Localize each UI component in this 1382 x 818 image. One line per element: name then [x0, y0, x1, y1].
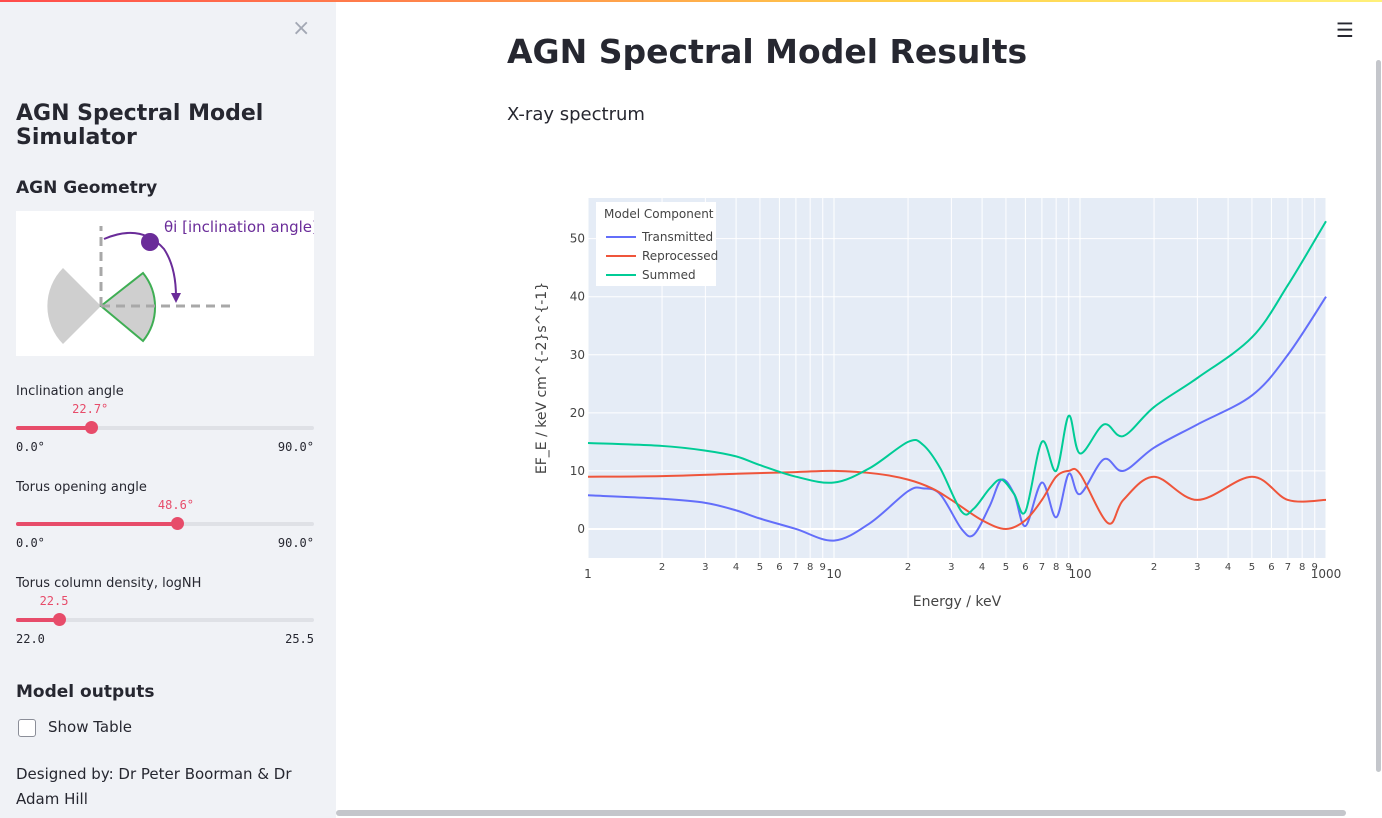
- legend-title: Model Component: [604, 207, 714, 221]
- x-tick-label: 4: [1225, 562, 1231, 573]
- x-tick-label: 2: [659, 562, 665, 573]
- legend-item-label[interactable]: Summed: [642, 268, 696, 282]
- y-tick-label: 30: [570, 348, 585, 362]
- chart-grid: [587, 198, 1327, 558]
- x-tick-label: 4: [733, 562, 739, 573]
- opening-angle-slider-track[interactable]: [16, 517, 314, 530]
- show-table-label[interactable]: Show Table: [48, 718, 133, 736]
- x-axis-label: Energy / keV: [913, 594, 1002, 610]
- x-tick-label: 5: [757, 562, 763, 573]
- x-tick-label: 1000: [1311, 567, 1342, 581]
- y-tick-label: 40: [570, 290, 585, 304]
- designer-credit: Designed by: Dr Peter Boorman & Dr Adam …: [16, 765, 292, 808]
- opening-angle-slider-max: 90.0°: [277, 536, 314, 550]
- column-density-slider-value: 22.5: [39, 594, 69, 608]
- x-tick-label: 5: [1249, 562, 1255, 573]
- y-tick-label: 50: [570, 232, 585, 246]
- x-tick-label: 8: [807, 562, 813, 573]
- column-density-slider-label: Torus column density, logNH: [16, 576, 202, 591]
- page-title: AGN Spectral Model Results: [507, 32, 1028, 71]
- series-line-reprocessed[interactable]: [587, 467, 1327, 530]
- x-tick-label: 6: [1022, 562, 1028, 573]
- x-tick-label: 3: [702, 562, 708, 573]
- x-tick-label: 2: [1151, 562, 1157, 573]
- opening-angle-slider-value: 48.6°: [157, 498, 195, 512]
- agn-geometry-diagram: θi [inclination angle]: [16, 211, 318, 356]
- x-tick-label: 4: [979, 562, 985, 573]
- opening-angle-slider-thumb[interactable]: [170, 517, 184, 530]
- column-density-slider-fill: [16, 618, 59, 622]
- column-density-slider-thumb[interactable]: [52, 613, 66, 626]
- x-tick-label: 6: [776, 562, 782, 573]
- sidebar-title: AGN Spectral Model Simulator: [16, 101, 264, 150]
- opening-angle-slider-label: Torus opening angle: [16, 480, 147, 495]
- x-tick-label: 8: [1053, 562, 1059, 573]
- inclination-angle-diagram-label: θi [inclination angle]: [164, 218, 314, 236]
- sidebar: × AGN Spectral Model Simulator AGN Geome…: [0, 2, 336, 818]
- x-tick-label: 7: [1285, 562, 1291, 573]
- column-density-slider-max: 25.5: [285, 632, 314, 646]
- hamburger-icon[interactable]: ☰: [1336, 18, 1354, 42]
- opening-angle-slider-min: 0.0°: [16, 536, 45, 550]
- inclination-slider-label: Inclination angle: [16, 384, 124, 399]
- x-tick-label: 1: [584, 567, 592, 581]
- chart-subtitle: X-ray spectrum: [507, 104, 645, 125]
- x-tick-label: 6: [1268, 562, 1274, 573]
- vertical-scrollbar[interactable]: [1376, 60, 1381, 772]
- y-tick-label: 10: [570, 464, 585, 478]
- x-tick-label: 8: [1299, 562, 1305, 573]
- legend-box: [596, 202, 716, 286]
- x-tick-label: 9: [820, 562, 826, 573]
- x-tick-label: 7: [793, 562, 799, 573]
- x-tick-label: 3: [948, 562, 954, 573]
- x-tick-label: 5: [1003, 562, 1009, 573]
- y-tick-label: 0: [577, 522, 585, 536]
- x-tick-label: 9: [1066, 562, 1072, 573]
- x-tick-label: 7: [1039, 562, 1045, 573]
- horizontal-scrollbar[interactable]: [336, 810, 1346, 816]
- chart-lines: [587, 220, 1327, 542]
- y-axis-label: EF_E / keV cm^{-2}s^{-1}: [534, 282, 550, 474]
- x-tick-label: 2: [905, 562, 911, 573]
- chart-legend[interactable]: Model Component Transmitted Reprocessed Su…: [596, 202, 718, 286]
- column-density-slider-track[interactable]: [16, 613, 314, 626]
- x-tick-label: 3: [1194, 562, 1200, 573]
- series-line-summed[interactable]: [587, 220, 1327, 516]
- inclination-slider-value: 22.7°: [72, 402, 109, 416]
- y-tick-label: 20: [570, 406, 585, 420]
- show-table-checkbox[interactable]: [18, 719, 36, 737]
- opening-angle-slider-fill: [16, 522, 177, 526]
- x-tick-label: 100: [1069, 567, 1092, 581]
- legend-item-label[interactable]: Transmitted: [641, 230, 713, 244]
- y-tick-labels: 0 10 20 30 40 50: [570, 232, 585, 536]
- close-sidebar-icon[interactable]: ×: [292, 16, 311, 41]
- inclination-slider-min: 0.0°: [16, 440, 45, 454]
- inclination-slider-thumb[interactable]: [85, 421, 99, 434]
- inclination-slider-fill: [16, 426, 92, 430]
- inclination-slider-max: 90.0°: [277, 440, 314, 454]
- inclination-slider-track[interactable]: [16, 421, 314, 434]
- column-density-slider-min: 22.0: [16, 632, 45, 646]
- top-decoration-bar: [0, 0, 1382, 2]
- series-line-transmitted[interactable]: [587, 296, 1327, 542]
- model-outputs-heading: Model outputs: [16, 682, 155, 702]
- legend-item-label[interactable]: Reprocessed: [642, 249, 718, 263]
- x-tick-label: 9: [1312, 562, 1318, 573]
- geometry-heading: AGN Geometry: [16, 178, 158, 198]
- x-tick-label: 10: [826, 567, 841, 581]
